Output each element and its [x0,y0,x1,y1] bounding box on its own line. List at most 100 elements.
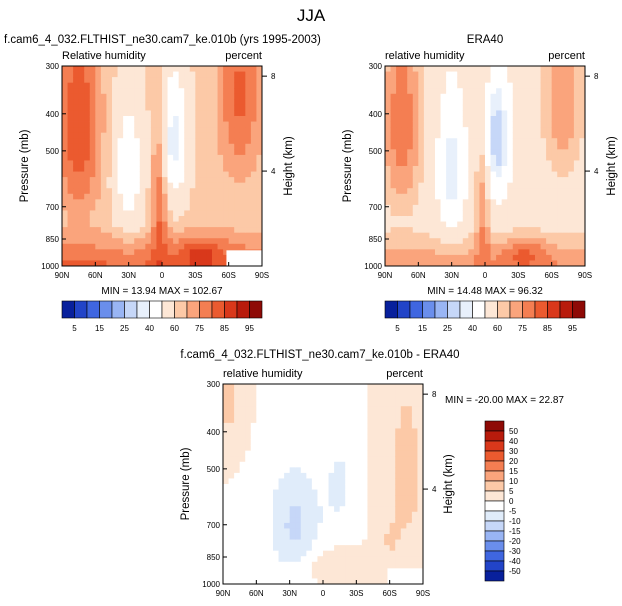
colorbar-label: 95 [245,324,254,333]
contour-cell [206,138,213,145]
y-tick-label: 850 [46,235,60,244]
contour-cell [145,127,152,134]
contour-cell [100,71,107,78]
contour-cell [245,450,252,457]
contour-cell [490,199,497,206]
contour-cell [250,143,257,150]
contour-cell [62,149,68,156]
contour-cell [239,450,246,457]
contour-cell [234,572,241,579]
contour-cell [401,227,408,234]
contour-cell [557,71,564,78]
contour-cell [134,82,141,89]
contour-cell [239,545,246,552]
contour-cell [84,99,91,106]
contour-cell [273,478,279,485]
contour-cell [529,104,536,111]
contour-cell [239,489,246,496]
contour-cell [423,99,430,106]
contour-cell [334,467,341,474]
contour-cell [462,82,469,89]
contour-cell [468,210,475,217]
contour-cell [479,71,486,78]
contour-cell [295,522,302,529]
contour-cell [245,400,252,407]
contour-cell [256,154,263,161]
contour-cell [523,210,530,217]
contour-cell [156,116,163,122]
contour-cell [518,210,525,217]
contour-cell [228,467,235,474]
contour-cell [446,66,453,72]
contour-cell [117,127,124,134]
contour-cell [62,99,68,106]
contour-cell [200,221,207,228]
contour-cell [390,254,397,261]
contour-cell [162,99,168,106]
contour-cell [407,88,414,95]
contour-cell [350,572,357,579]
contour-cell [406,534,413,540]
contour-cell [350,400,357,407]
contour-cell [256,456,263,463]
contour-cell [78,221,85,228]
contour-cell [167,227,174,234]
contour-cell [167,82,174,89]
contour-cell [295,472,302,479]
contour-cell [345,389,352,396]
contour-cell [228,121,235,128]
contour-cell [407,77,414,84]
contour-cell [295,534,302,540]
contour-cell [429,66,436,72]
contour-cell [468,238,475,245]
contour-cell [234,138,241,145]
contour-cell [479,66,486,72]
contour-cell [67,99,74,106]
contour-cell [123,154,130,161]
contour-cell [367,561,374,568]
contour-cell [529,254,536,261]
contour-cell [451,188,458,195]
contour-cell [317,428,324,435]
contour-cell [261,534,268,540]
contour-cell [501,210,508,217]
contour-cell [523,121,530,128]
contour-cell [256,166,263,172]
contour-cell [407,249,414,256]
contour-cell [496,199,503,206]
contour-cell [512,199,519,206]
contour-cell [390,88,397,95]
contour-cell [128,238,135,245]
contour-cell [223,556,229,563]
contour-cell [573,88,580,95]
contour-cell [73,204,80,211]
contour-cell [473,99,480,106]
contour-cell [128,143,135,150]
contour-cell [429,177,436,184]
contour-cell [178,221,185,228]
contour-cell [423,154,430,161]
contour-cell [67,143,74,150]
contour-cell [462,254,469,261]
contour-cell [389,467,396,474]
contour-cell [306,428,313,435]
contour-cell [223,66,230,72]
contour-cell [395,500,402,507]
contour-cell [411,400,418,407]
contour-cell [496,82,503,89]
contour-cell [395,550,402,557]
contour-cell [245,121,252,128]
contour-cell [278,528,285,535]
contour-cell [84,199,91,206]
contour-cell [139,149,146,156]
contour-cell [84,149,91,156]
contour-cell [217,182,224,189]
contour-cell [162,238,168,245]
contour-cell [396,104,403,111]
contour-cell [535,254,541,261]
contour-cell [557,204,564,211]
contour-cell [139,138,146,145]
contour-cell [311,467,318,474]
contour-cell [384,545,391,552]
contour-cell [429,199,436,206]
